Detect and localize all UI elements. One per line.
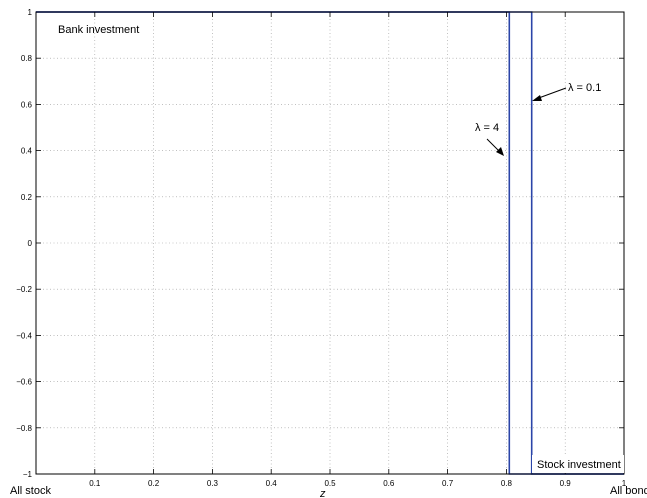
x-tick-label: 0.6 xyxy=(383,479,395,488)
stock-investment-label-bg xyxy=(532,455,624,473)
ticks xyxy=(36,11,625,475)
y-tick-label: −0.2 xyxy=(16,285,32,294)
x-tick-label: 0.7 xyxy=(442,479,454,488)
y-tick-label: −0.8 xyxy=(16,424,32,433)
y-tick-label: 0 xyxy=(28,239,33,248)
x-tick-label: 0.8 xyxy=(501,479,513,488)
all-stock-label: All stock xyxy=(10,485,51,497)
lambda-4-arrow xyxy=(486,138,501,153)
y-tick-label: −0.6 xyxy=(16,378,32,387)
all-bond-label: All bond xyxy=(610,485,647,497)
y-tick-label: 0.4 xyxy=(21,147,33,156)
x-tick-label: 0.5 xyxy=(324,479,336,488)
y-tick-label: −0.4 xyxy=(16,331,32,340)
y-tick-label: 0.2 xyxy=(21,193,33,202)
lambda-01-arrow xyxy=(535,87,567,100)
y-tick-label: 0.8 xyxy=(21,54,33,63)
lambda-01-arrowhead xyxy=(532,95,542,101)
x-tick-label: 0.1 xyxy=(89,479,101,488)
y-tick-label: 1 xyxy=(28,8,33,17)
x-tick-label: 0.9 xyxy=(560,479,572,488)
x-axis-label: z xyxy=(319,488,326,498)
x-tick-labels: 0.1 0.2 0.3 0.4 0.5 0.6 0.7 0.8 0.9 1 xyxy=(89,479,627,488)
lambda-4-label: λ = 4 xyxy=(475,122,499,134)
lambda-01-label: λ = 0.1 xyxy=(568,82,601,94)
bank-investment-label: Bank investment xyxy=(58,24,139,36)
x-tick-label: 0.4 xyxy=(266,479,278,488)
lambda-4-arrowhead xyxy=(496,147,504,156)
y-tick-labels: −1 −0.8 −0.6 −0.4 −0.2 0 0.2 0.4 0.6 0.8 1 xyxy=(16,8,32,479)
stock-investment-label: Stock investment xyxy=(537,459,621,471)
x-tick-label: 1 xyxy=(622,479,627,488)
x-tick-label: 0.3 xyxy=(207,479,219,488)
grid xyxy=(36,12,624,474)
y-tick-label: −1 xyxy=(23,470,33,479)
y-tick-label: 0.6 xyxy=(21,100,33,109)
x-tick-label: 0.2 xyxy=(148,479,160,488)
